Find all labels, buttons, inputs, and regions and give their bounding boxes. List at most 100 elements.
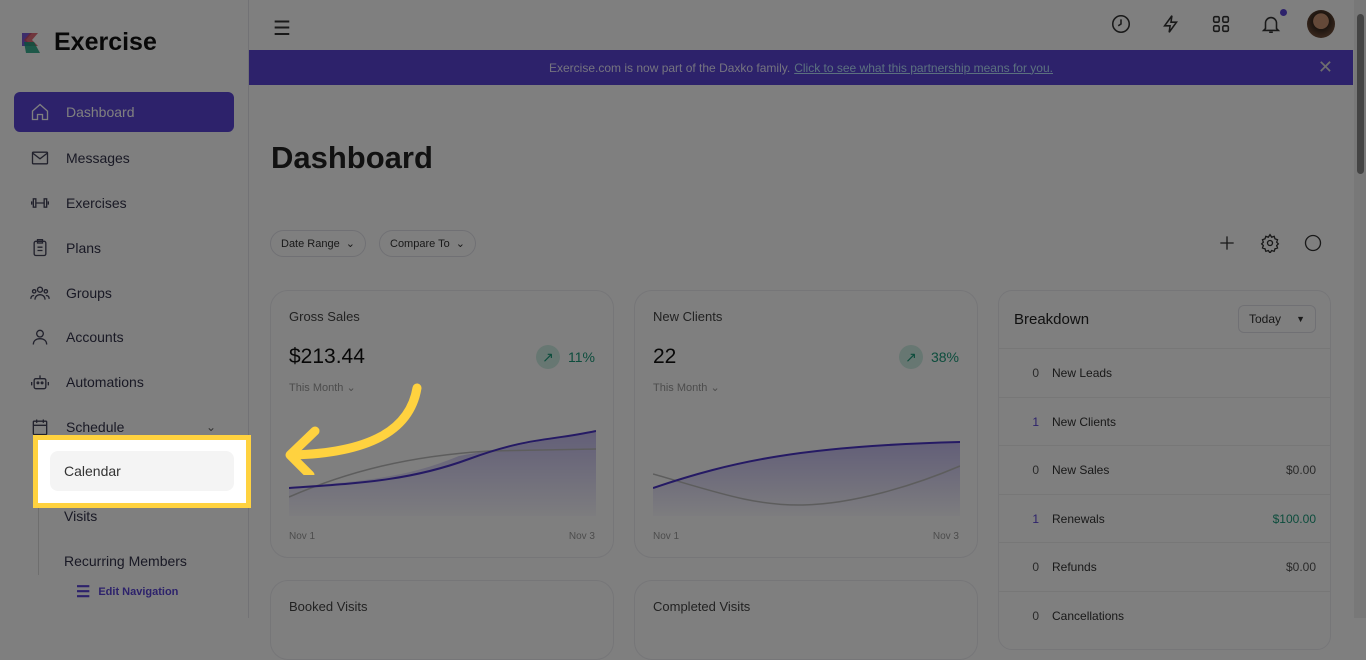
breakdown-title: Breakdown bbox=[1014, 311, 1090, 328]
card-value: $213.44 bbox=[289, 345, 365, 368]
card-value: 22 bbox=[653, 345, 677, 368]
plus-icon[interactable] bbox=[1217, 233, 1237, 253]
robot-icon bbox=[31, 375, 49, 390]
bell-icon[interactable] bbox=[1260, 9, 1287, 37]
sidebar-item-schedule[interactable]: Schedule ⌄ bbox=[14, 407, 234, 447]
scrollbar[interactable] bbox=[1354, 0, 1366, 618]
menu-icon[interactable]: ☰ bbox=[273, 18, 291, 40]
more-options-icon[interactable] bbox=[1303, 233, 1323, 253]
series-line bbox=[653, 441, 960, 489]
series-line bbox=[289, 430, 596, 489]
banner-link[interactable]: Click to see what this partnership means… bbox=[794, 60, 1053, 75]
trend-value: 11% bbox=[568, 349, 595, 365]
compare-to-filter[interactable]: Compare To ⌄ bbox=[379, 230, 476, 257]
row-amount: $0.00 bbox=[1285, 560, 1316, 574]
trending-up-icon: ↗ bbox=[536, 345, 561, 369]
breakdown-row[interactable]: 0 Refunds $0.00 bbox=[999, 542, 1330, 591]
trend-value: 38% bbox=[930, 349, 959, 365]
breakdown-range-select[interactable]: Today ▼ bbox=[1238, 305, 1316, 333]
trend-indicator: ↗ 38% bbox=[898, 345, 959, 369]
user-icon bbox=[32, 329, 48, 345]
trending-up-icon: ↗ bbox=[898, 345, 923, 369]
logo[interactable]: Exercise bbox=[18, 28, 157, 57]
x-label-start: Nov 1 bbox=[653, 531, 680, 542]
row-count: 0 bbox=[1032, 366, 1039, 380]
calendar-icon bbox=[32, 419, 48, 436]
row-label: Cancellations bbox=[1052, 608, 1125, 623]
trend-indicator: ↗ 11% bbox=[536, 345, 595, 369]
breakdown-row[interactable]: 1 New Clients bbox=[999, 396, 1330, 446]
avatar[interactable] bbox=[1307, 10, 1335, 38]
sidebar-subitem-calendar[interactable]: Calendar bbox=[50, 451, 234, 491]
sidebar-item-label: Dashboard bbox=[66, 104, 135, 120]
period-select[interactable]: This Month ⌄ bbox=[653, 382, 720, 394]
dumbbell-icon bbox=[31, 198, 49, 208]
chevron-down-icon[interactable]: ⌄ bbox=[205, 420, 216, 434]
breakdown-row[interactable]: 1 Renewals $100.00 bbox=[999, 493, 1330, 543]
compare-line bbox=[653, 465, 960, 506]
sparkline-chart bbox=[289, 430, 596, 516]
card-title: Booked Visits bbox=[289, 599, 368, 614]
card-title: Completed Visits bbox=[653, 599, 751, 614]
announcement-banner: Exercise.com is now part of the Daxko fa… bbox=[249, 50, 1353, 85]
highlight-box: Calendar bbox=[33, 435, 251, 508]
booked-visits-card[interactable]: Booked Visits bbox=[270, 580, 614, 660]
scrollbar-thumb[interactable] bbox=[1357, 14, 1364, 174]
sidebar-item-label: Groups bbox=[66, 285, 112, 301]
sidebar-item-automations[interactable]: Automations bbox=[14, 362, 234, 402]
row-count: 1 bbox=[1032, 414, 1039, 429]
notification-dot bbox=[1280, 9, 1287, 16]
filter-label: Date Range bbox=[281, 237, 340, 250]
sidebar-item-label: Plans bbox=[66, 240, 102, 256]
row-label: New Leads bbox=[1052, 366, 1113, 380]
sidebar-item-accounts[interactable]: Accounts bbox=[14, 317, 234, 357]
sidebar-item-dashboard[interactable]: Dashboard bbox=[14, 92, 234, 132]
tutorial-arrow-icon bbox=[285, 383, 422, 475]
period-select[interactable]: This Month ⌄ bbox=[289, 382, 356, 394]
range-value: Today bbox=[1249, 312, 1282, 326]
lightning-icon[interactable] bbox=[1160, 13, 1184, 37]
row-count: 0 bbox=[1032, 560, 1039, 574]
new-clients-card[interactable]: New Clients 22 ↗ 38% This Month ⌄ Nov 1 N… bbox=[634, 290, 978, 558]
chevron-down-icon: ⌄ bbox=[345, 238, 355, 250]
sidebar-subitem-visits[interactable]: Visits bbox=[64, 508, 98, 524]
card-title: New Clients bbox=[653, 309, 723, 324]
x-label-end: Nov 3 bbox=[932, 531, 959, 542]
row-count: 0 bbox=[1032, 463, 1039, 477]
gross-sales-card[interactable]: Gross Sales $213.44 ↗ 11% This Month ⌄ No… bbox=[270, 290, 614, 558]
app-name: Exercise bbox=[54, 28, 157, 56]
gear-icon[interactable] bbox=[1260, 233, 1280, 255]
date-range-filter[interactable]: Date Range ⌄ bbox=[270, 230, 366, 257]
caret-down-icon: ▼ bbox=[1296, 314, 1305, 324]
breakdown-row[interactable]: 0 Cancellations bbox=[999, 590, 1330, 640]
breakdown-row[interactable]: 0 New Sales $0.00 bbox=[999, 445, 1330, 494]
breakdown-card: Breakdown Today ▼ 0 New Leads 1 New Clients 0… bbox=[998, 290, 1331, 650]
apps-grid-icon[interactable] bbox=[1210, 13, 1234, 37]
banner-text: Exercise.com is now part of the Daxko fa… bbox=[549, 60, 791, 75]
sidebar-item-messages[interactable]: Messages bbox=[14, 138, 234, 178]
users-icon bbox=[30, 286, 50, 300]
edit-navigation-label: Edit Navigation bbox=[98, 586, 179, 598]
sidebar-item-label: Messages bbox=[66, 150, 130, 166]
row-label: New Clients bbox=[1052, 414, 1117, 429]
row-count: 0 bbox=[1032, 608, 1039, 623]
completed-visits-card[interactable]: Completed Visits bbox=[634, 580, 978, 660]
home-icon bbox=[31, 103, 49, 121]
clock-icon[interactable] bbox=[1110, 13, 1134, 37]
chevron-down-icon: ⌄ bbox=[455, 238, 465, 250]
sidebar-item-plans[interactable]: Plans bbox=[14, 228, 234, 268]
sidebar-item-label: Accounts bbox=[66, 329, 124, 345]
logo-icon bbox=[18, 30, 44, 56]
sidebar-item-exercises[interactable]: Exercises bbox=[14, 183, 234, 223]
chart-area bbox=[653, 442, 960, 516]
close-icon[interactable]: ✕ bbox=[1317, 57, 1333, 77]
chart-area bbox=[289, 431, 596, 516]
submenu-divider bbox=[38, 447, 39, 575]
edit-navigation-link[interactable]: ☰ Edit Navigation bbox=[76, 582, 178, 602]
sidebar-subitem-recurring-members[interactable]: Recurring Members bbox=[64, 553, 187, 569]
list-icon: ☰ bbox=[76, 584, 91, 601]
breakdown-row[interactable]: 0 New Leads bbox=[999, 348, 1330, 397]
sidebar-item-label: Exercises bbox=[66, 195, 127, 211]
row-label: Refunds bbox=[1052, 560, 1097, 574]
sidebar-item-groups[interactable]: Groups bbox=[14, 273, 234, 313]
